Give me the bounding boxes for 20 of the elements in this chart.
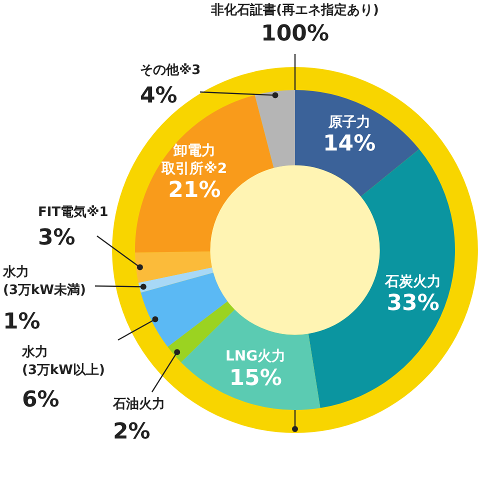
slice-label: 水力(3万kW以上) [21,344,105,378]
data-label: 1% [3,310,40,335]
data-label: 14% [322,132,376,157]
data-label: 21% [168,178,221,204]
data-label: 6% [22,388,60,413]
data-label: 4% [140,84,178,109]
slice-label: 原子力 [327,114,370,131]
data-label: 33% [386,290,440,316]
data-label: 15% [229,366,282,391]
slice-label: 水力(3万kW未満) [2,264,86,298]
slice-label: 石油火力 [112,396,165,412]
slice-label: 石炭火力 [384,274,442,290]
slice-label: 非化石証書(再エネ指定あり) [210,2,379,18]
slice-label: FIT電気※1 [38,204,108,220]
slice-label: 卸電力取引所※2 [160,143,228,178]
slice-label: LNG火力 [225,348,286,365]
data-label: 2% [113,420,150,445]
data-label: 100% [261,22,329,47]
data-label: 3% [38,226,76,251]
slice-label: その他※3 [140,62,201,78]
